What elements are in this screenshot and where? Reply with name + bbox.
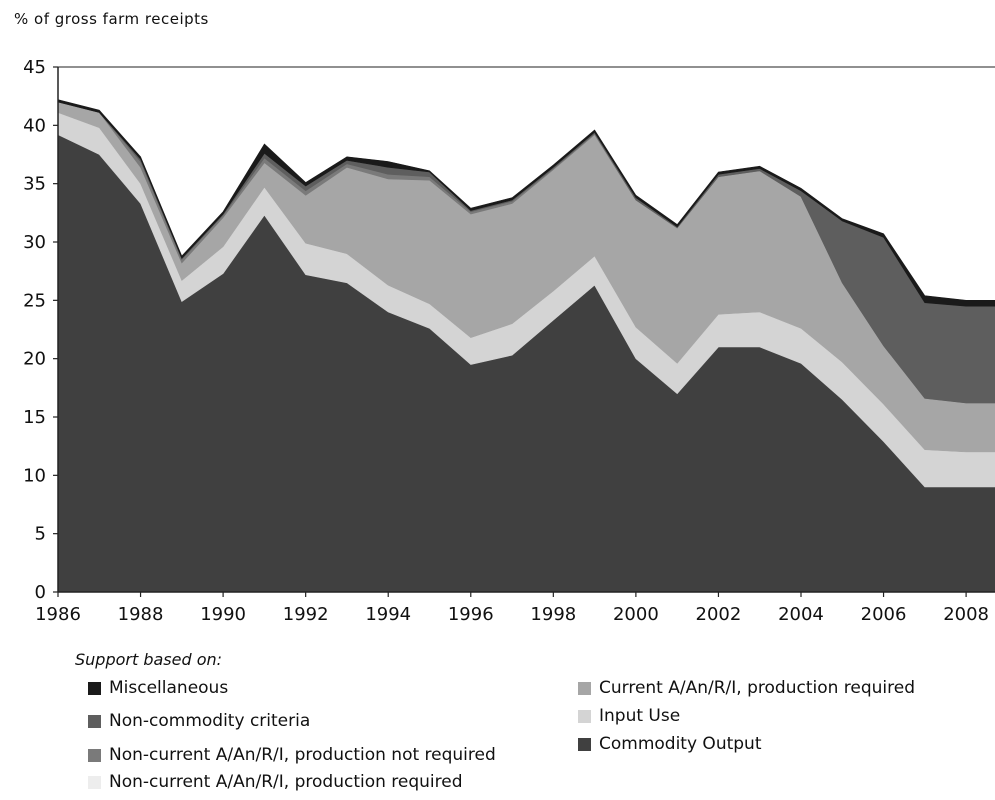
x-tick-label: 1994 <box>365 604 411 625</box>
legend-label: Commodity Output <box>599 734 762 754</box>
x-tick-label: 1986 <box>35 604 81 625</box>
legend-swatch <box>88 775 101 789</box>
x-tick-label: 2008 <box>943 604 989 625</box>
x-tick-label: 1998 <box>530 604 576 625</box>
y-tick-label: 0 <box>35 582 46 603</box>
y-tick-label: 40 <box>23 115 46 136</box>
legend-item-input-use: Input Use <box>578 706 680 726</box>
area-layers <box>57 99 995 593</box>
legend-swatch <box>88 714 101 728</box>
legend-item-non-current-production-not-required: Non-current A/An/R/I, production not req… <box>88 745 496 765</box>
x-tick-label: 2006 <box>861 604 907 625</box>
x-tick-label: 1988 <box>118 604 164 625</box>
x-tick-label: 1990 <box>200 604 246 625</box>
legend-item-non-current-production-required: Non-current A/An/R/I, production require… <box>88 772 463 792</box>
legend-swatch <box>578 709 591 723</box>
legend-item-current-production-required: Current A/An/R/I, production required <box>578 678 915 698</box>
x-tick-labels: 1986 1988 1990 1992 1994 1996 1998 2000 2002 2004… <box>35 604 989 625</box>
legend-label: Input Use <box>599 706 681 726</box>
y-tick-label: 20 <box>23 349 46 370</box>
y-tick-label: 35 <box>23 174 46 195</box>
legend-swatch <box>578 681 591 695</box>
legend-item-commodity-output: Commodity Output <box>578 734 762 754</box>
x-tick-label: 1996 <box>448 604 494 625</box>
legend-swatch <box>578 737 591 751</box>
y-tick-label: 25 <box>23 290 46 311</box>
legend-label: Current A/An/R/I, production required <box>599 678 916 698</box>
legend-label: Non-commodity criteria <box>109 711 311 731</box>
legend-swatch <box>88 681 101 695</box>
legend-label: Miscellaneous <box>109 678 229 698</box>
y-tick-label: 45 <box>23 57 46 78</box>
y-tick-label: 5 <box>35 524 46 545</box>
y-tick-label: 10 <box>23 465 46 486</box>
legend-item-miscellaneous: Miscellaneous <box>88 678 228 698</box>
legend-item-non-commodity-criteria: Non-commodity criteria <box>88 711 310 731</box>
legend-title: Support based on: <box>75 650 223 669</box>
axes <box>53 66 995 597</box>
area-series-6 <box>57 99 995 307</box>
y-tick-label: 30 <box>23 232 46 253</box>
y-tick-label: 15 <box>23 407 46 428</box>
x-tick-label: 1992 <box>283 604 329 625</box>
x-tick-label: 2004 <box>778 604 824 625</box>
legend-label: Non-current A/An/R/I, production require… <box>109 772 463 792</box>
y-tick-labels: 0 5 10 15 20 25 30 35 40 45 <box>23 57 46 603</box>
y-axis-label: % of gross farm receipts <box>14 10 209 28</box>
x-tick-label: 2002 <box>696 604 742 625</box>
x-tick-label: 2000 <box>613 604 659 625</box>
legend-swatch <box>88 748 101 762</box>
legend-label: Non-current A/An/R/I, production not req… <box>109 745 496 765</box>
